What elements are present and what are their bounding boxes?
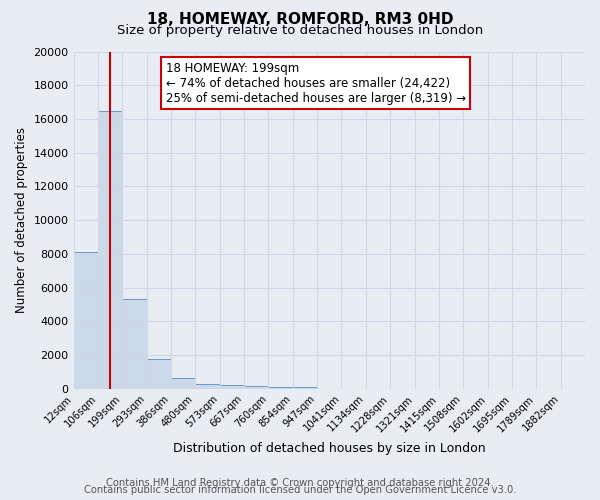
Text: Contains HM Land Registry data © Crown copyright and database right 2024.: Contains HM Land Registry data © Crown c… xyxy=(106,478,494,488)
Text: 18 HOMEWAY: 199sqm
← 74% of detached houses are smaller (24,422)
25% of semi-det: 18 HOMEWAY: 199sqm ← 74% of detached hou… xyxy=(166,62,466,104)
Bar xyxy=(220,386,244,388)
Bar xyxy=(171,378,196,388)
Bar xyxy=(293,387,317,388)
Bar xyxy=(146,359,171,388)
Bar xyxy=(74,252,98,388)
Text: 18, HOMEWAY, ROMFORD, RM3 0HD: 18, HOMEWAY, ROMFORD, RM3 0HD xyxy=(147,12,453,28)
Bar xyxy=(244,386,268,388)
Y-axis label: Number of detached properties: Number of detached properties xyxy=(15,127,28,313)
Bar xyxy=(268,386,293,388)
Bar xyxy=(98,110,122,388)
Text: Size of property relative to detached houses in London: Size of property relative to detached ho… xyxy=(117,24,483,37)
X-axis label: Distribution of detached houses by size in London: Distribution of detached houses by size … xyxy=(173,442,485,455)
Bar xyxy=(122,300,146,388)
Text: Contains public sector information licensed under the Open Government Licence v3: Contains public sector information licen… xyxy=(84,485,516,495)
Bar xyxy=(196,384,220,388)
